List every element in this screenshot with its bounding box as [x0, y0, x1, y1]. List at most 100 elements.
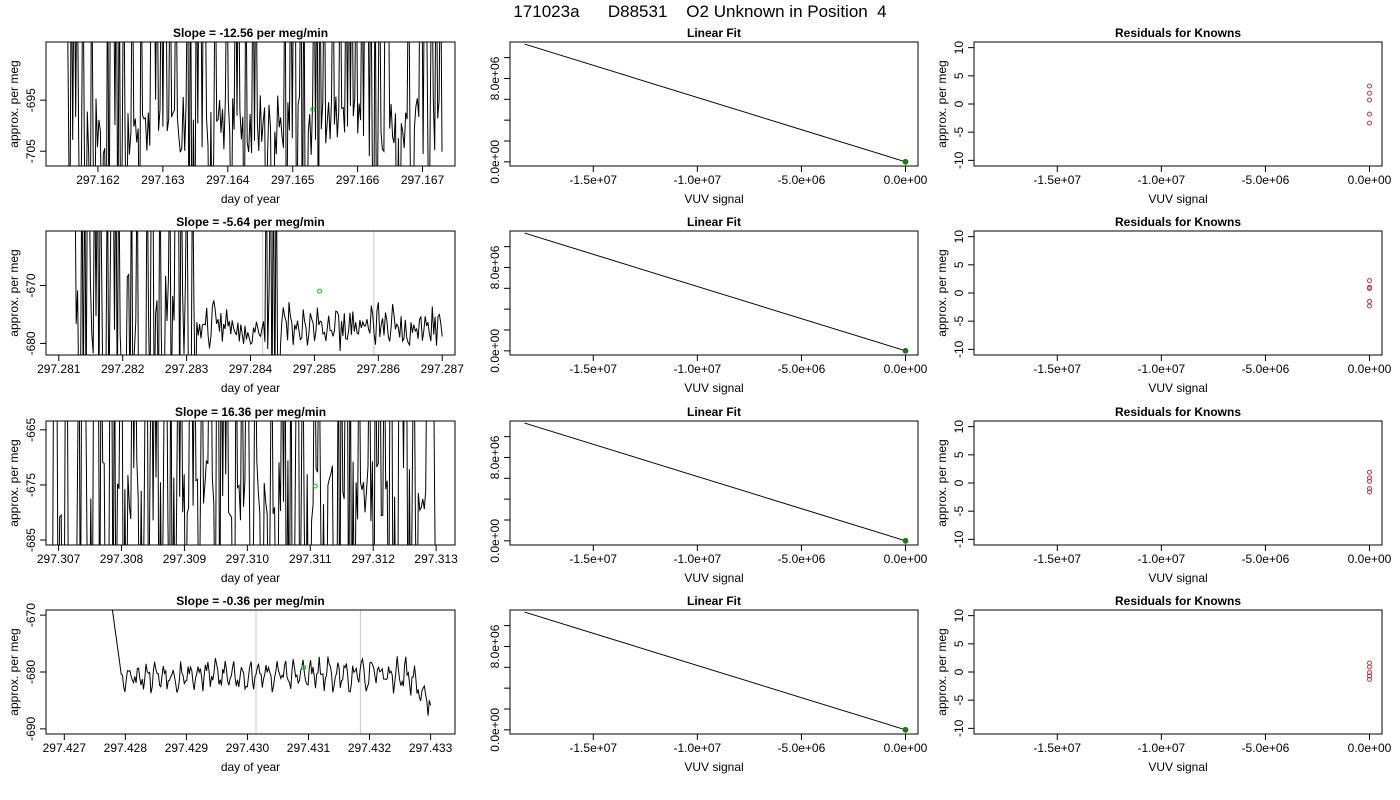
panel-title: Linear Fit [687, 26, 741, 40]
residual-point [1367, 478, 1373, 484]
residual-point [1367, 120, 1373, 126]
y-tick-label: -690 [24, 717, 38, 741]
x-axis-label: VUV signal [684, 571, 743, 585]
x-tick-label: 297.430 [226, 741, 270, 755]
x-tick-label: -1.0e+07 [1137, 362, 1185, 376]
residual-point [1367, 486, 1373, 492]
x-tick-label: 297.432 [348, 741, 392, 755]
plot-area [1367, 278, 1373, 309]
x-tick-label: 297.167 [401, 173, 445, 187]
panel-r3-c1: Linear Fit -1.5e+07 -1.0e+07 -5.0e+06 0.0e+0… [488, 594, 928, 774]
x-tick-label: 0.0e+00 [1348, 362, 1392, 376]
y-tick-label: -665 [24, 417, 38, 441]
y-tick-label: -685 [24, 528, 38, 552]
plot-area [524, 611, 909, 733]
current-value-point [312, 483, 318, 489]
plot-frame [45, 609, 456, 735]
y-tick-label: 10 [952, 420, 966, 434]
residual-point [1367, 660, 1373, 666]
x-tick-label: 297.429 [165, 741, 209, 755]
plot-area [524, 232, 909, 354]
residual-point [1367, 97, 1373, 103]
x-tick-label: -1.5e+07 [569, 173, 617, 187]
y-tick-label: 0 [952, 668, 966, 675]
x-tick-label: -1.0e+07 [1137, 552, 1185, 566]
y-tick-label: 5 [952, 451, 966, 458]
plot-frame [509, 420, 919, 546]
x-tick-label: 297.284 [229, 362, 273, 376]
y-tick-label: 10 [952, 230, 966, 244]
current-value-point [301, 664, 307, 670]
y-tick-label: 10 [952, 609, 966, 623]
x-tick-label: -1.5e+07 [569, 741, 617, 755]
x-tick-label: 297.428 [104, 741, 148, 755]
x-tick-label: -1.5e+07 [1033, 552, 1081, 566]
x-axis-label: VUV signal [1148, 571, 1207, 585]
plot-frame [45, 420, 456, 546]
x-tick-label: 297.164 [206, 173, 250, 187]
x-axis-label: day of year [221, 381, 280, 395]
plot-frame [973, 230, 1383, 356]
residual-point [1367, 303, 1373, 309]
x-tick-label: -1.5e+07 [1033, 362, 1081, 376]
x-tick-label: 297.310 [226, 552, 270, 566]
y-tick-label: 0.0e+00 [488, 140, 502, 184]
y-axis-label: approx. per meg [7, 628, 21, 715]
y-axis-label: approx. per meg [935, 439, 949, 526]
x-axis-label: VUV signal [684, 192, 743, 206]
panel-title: Residuals for Knowns [1115, 405, 1241, 419]
data-trace-line [67, 42, 443, 166]
x-tick-label: 297.165 [271, 173, 315, 187]
panel-title: Linear Fit [687, 594, 741, 608]
x-axis-label: day of year [221, 571, 280, 585]
current-value-point [310, 106, 316, 112]
panel-r3-c2: Residuals for Knowns -1.5e+07 -1.0e+07 -5.0… [935, 594, 1392, 774]
y-tick-label: -705 [24, 139, 38, 163]
x-tick-label: -5.0e+06 [1242, 173, 1290, 187]
x-tick-label: -1.5e+07 [569, 552, 617, 566]
y-tick-label: -10 [952, 719, 966, 737]
fit-point [902, 726, 909, 733]
y-axis-label: approx. per meg [7, 249, 21, 336]
x-tick-label: 297.313 [414, 552, 458, 566]
plot-frame [973, 41, 1383, 167]
panel-title: Residuals for Knowns [1115, 26, 1241, 40]
x-tick-label: -5.0e+06 [778, 173, 826, 187]
residual-point [1367, 285, 1373, 291]
panel-r0-c0: Slope = -12.56 per meg/min 297.162 297.163… [7, 26, 456, 206]
x-tick-label: 297.433 [409, 741, 453, 755]
x-tick-label: -5.0e+06 [1242, 362, 1290, 376]
y-tick-label: -680 [24, 331, 38, 355]
y-tick-label: 10 [952, 41, 966, 55]
y-tick-label: -5 [952, 695, 966, 706]
panel-title: Residuals for Knowns [1115, 594, 1241, 608]
panel-r1-c2: Residuals for Knowns -1.5e+07 -1.0e+07 -5.0… [935, 215, 1392, 395]
plot-area [524, 43, 909, 165]
fit-line [524, 422, 906, 542]
y-tick-label: -680 [24, 660, 38, 684]
x-tick-label: 297.308 [100, 552, 144, 566]
fit-point [902, 537, 909, 544]
x-tick-label: 297.312 [352, 552, 396, 566]
y-tick-label: -670 [24, 273, 38, 297]
x-axis-label: day of year [221, 760, 280, 774]
plot-area [67, 42, 443, 166]
plot-area [1367, 660, 1373, 682]
x-tick-label: 0.0e+00 [884, 552, 928, 566]
y-tick-label: 8.0e+06 [488, 435, 502, 479]
plot-frame [509, 609, 919, 735]
plot-area [52, 421, 436, 545]
x-axis-label: VUV signal [684, 760, 743, 774]
y-tick-label: 5 [952, 72, 966, 79]
residual-point [1367, 676, 1373, 682]
y-tick-label: 8.0e+06 [488, 624, 502, 668]
x-tick-label: 0.0e+00 [1348, 741, 1392, 755]
plot-frame [509, 41, 919, 167]
x-axis-label: day of year [221, 192, 280, 206]
y-tick-label: -670 [24, 603, 38, 627]
y-tick-label: 5 [952, 640, 966, 647]
y-axis-label: approx. per meg [7, 439, 21, 526]
panel-r1-c1: Linear Fit -1.5e+07 -1.0e+07 -5.0e+06 0.0e+0… [488, 215, 928, 395]
figure-title: 171023a D88531 O2 Unknown in Position 4 [513, 2, 887, 21]
y-tick-label: -5 [952, 316, 966, 327]
